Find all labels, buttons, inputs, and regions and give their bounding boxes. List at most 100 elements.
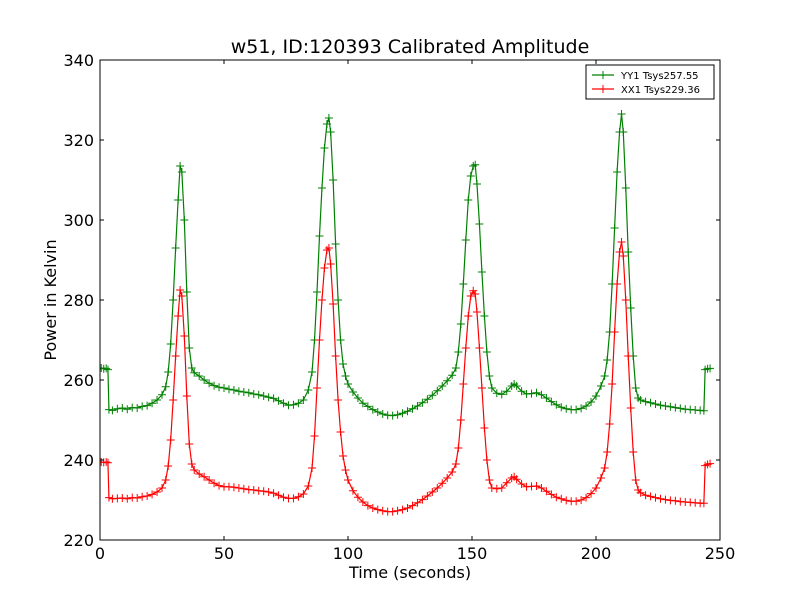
data-point (104, 405, 113, 414)
y-tick-label: 320 (63, 131, 94, 150)
data-point (331, 240, 340, 248)
data-point (274, 396, 283, 405)
data-point (329, 176, 338, 184)
data-point (587, 398, 596, 406)
data-point (123, 405, 132, 414)
data-point (249, 486, 258, 494)
data-point (676, 404, 685, 413)
data-point (537, 484, 546, 492)
data-point (492, 389, 501, 398)
data-point (485, 372, 494, 380)
data-point (326, 128, 335, 136)
legend-label-yy1: YY1 Tsys257.55 (620, 71, 699, 82)
data-point (244, 388, 253, 397)
data-point (537, 390, 546, 399)
data-point (239, 388, 248, 396)
x-tick-label: 50 (214, 544, 234, 563)
data-point (466, 292, 475, 300)
data-point (454, 348, 463, 356)
data-point (502, 478, 511, 487)
data-point (454, 444, 463, 452)
data-point (317, 296, 326, 304)
data-point (671, 403, 680, 412)
data-point (259, 487, 268, 496)
data-point (274, 491, 283, 500)
data-point (289, 494, 298, 503)
data-point (651, 493, 660, 502)
data-point (403, 504, 412, 512)
data-point (636, 396, 645, 404)
data-point (527, 389, 536, 398)
data-point (562, 404, 571, 413)
data-point (353, 394, 362, 402)
data-point (322, 246, 331, 254)
data-point (532, 482, 541, 490)
data-point (671, 496, 680, 505)
x-tick-label: 250 (705, 544, 736, 563)
data-point (456, 320, 465, 328)
data-point (210, 381, 219, 390)
data-point (621, 296, 630, 304)
x-axis-label: Time (seconds) (348, 563, 471, 582)
data-point (624, 352, 633, 360)
data-point (180, 216, 189, 224)
data-point (254, 390, 263, 399)
data-point (215, 383, 224, 392)
data-point (542, 487, 551, 496)
data-point (619, 252, 628, 260)
data-point (171, 244, 180, 252)
data-point (299, 490, 308, 498)
data-point (587, 489, 596, 498)
data-point (259, 392, 268, 400)
data-point (398, 505, 407, 514)
data-point (133, 404, 142, 412)
data-point (552, 400, 561, 409)
data-point (344, 476, 352, 484)
data-point (326, 260, 335, 268)
data-point (313, 288, 321, 296)
data-point (153, 396, 162, 404)
legend-marker-xx1 (599, 85, 607, 93)
data-point (666, 402, 675, 411)
data-point (358, 399, 367, 408)
data-point (169, 296, 178, 304)
data-point (234, 387, 243, 396)
data-point (279, 493, 288, 502)
x-tick-label: 100 (333, 544, 364, 563)
data-point (603, 448, 612, 456)
data-point (600, 372, 609, 380)
data-point (482, 456, 491, 464)
data-point (205, 476, 214, 484)
data-point (169, 396, 178, 404)
data-point (341, 466, 350, 474)
data-point (557, 403, 566, 412)
data-point (102, 364, 111, 373)
data-point (195, 372, 204, 380)
data-point (547, 397, 556, 406)
data-point (646, 492, 655, 501)
data-point (190, 368, 199, 377)
data-point (557, 494, 566, 503)
x-tick-label: 0 (95, 544, 105, 563)
data-point (517, 387, 526, 396)
data-point (480, 424, 489, 432)
data-point (512, 475, 521, 484)
data-point (423, 492, 432, 500)
data-point (344, 380, 352, 388)
data-point (610, 224, 619, 232)
data-point (102, 458, 111, 466)
data-point (229, 483, 238, 492)
data-point (113, 404, 122, 413)
data-point (118, 494, 127, 502)
data-point (320, 264, 329, 272)
data-point (322, 120, 331, 128)
data-point (459, 280, 468, 288)
y-tick-label: 340 (63, 51, 94, 70)
data-point (661, 402, 670, 410)
data-point (605, 420, 614, 428)
data-point (418, 495, 427, 504)
data-point (477, 384, 486, 392)
data-point (177, 292, 186, 300)
data-point (336, 428, 345, 436)
